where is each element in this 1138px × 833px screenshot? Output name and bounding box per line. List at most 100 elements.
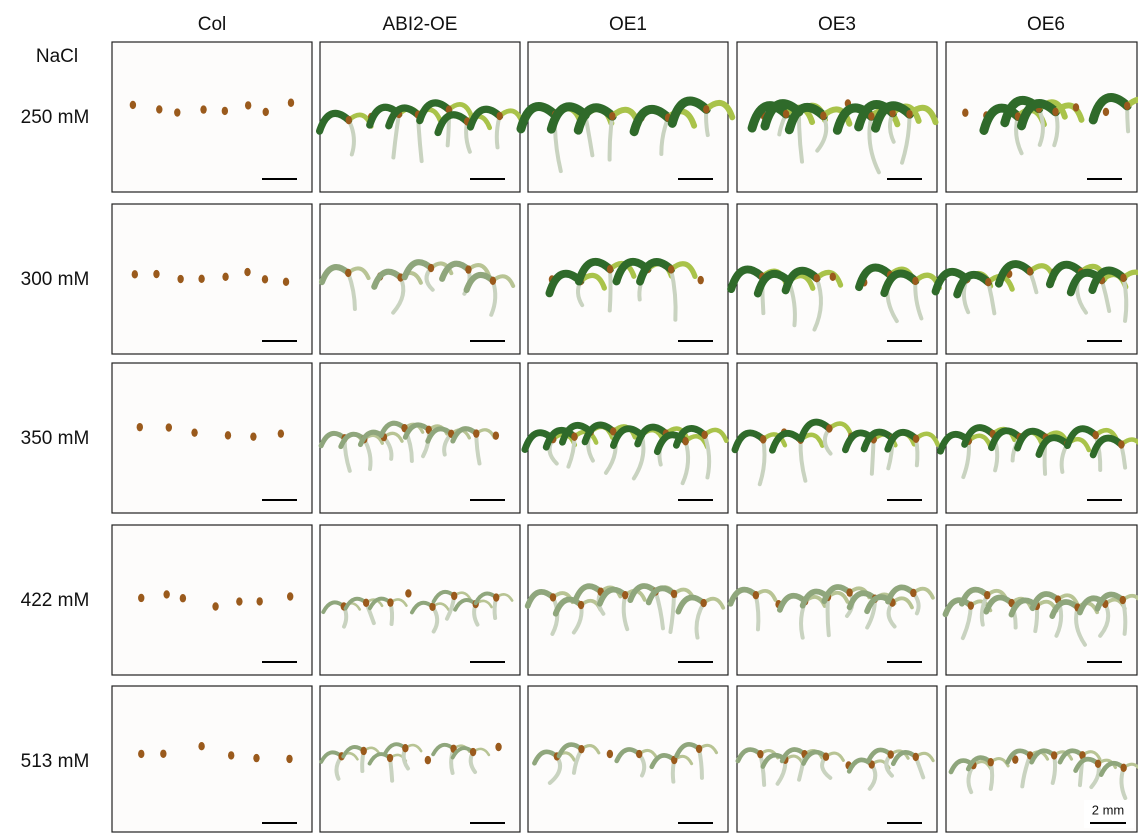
row-title: NaCl — [36, 46, 78, 67]
seed — [1118, 440, 1124, 448]
seed — [1120, 596, 1126, 604]
seed — [988, 758, 994, 766]
seed — [1124, 102, 1130, 110]
seed — [823, 753, 829, 761]
seed — [286, 755, 292, 763]
seed — [1103, 108, 1109, 116]
seed — [228, 751, 234, 759]
seed — [1120, 274, 1126, 282]
photo-panel — [112, 42, 312, 192]
seed — [222, 107, 228, 115]
photo-panel — [936, 204, 1138, 354]
seed — [609, 112, 615, 120]
seed — [826, 424, 832, 432]
seed — [814, 274, 820, 282]
photo-panel — [525, 363, 728, 513]
hypocotyl — [828, 597, 829, 635]
seed — [913, 435, 919, 443]
photo-panel — [737, 686, 937, 832]
seed — [783, 110, 789, 118]
column-header: OE3 — [818, 14, 856, 35]
seed — [156, 105, 162, 113]
seed — [360, 747, 366, 755]
seed — [212, 602, 218, 610]
seed — [262, 275, 268, 283]
photo-panel — [112, 204, 312, 354]
seed — [363, 599, 369, 607]
seed — [830, 273, 836, 281]
seed — [578, 601, 584, 609]
photo-panel — [112, 363, 312, 513]
photo-panel — [731, 525, 937, 675]
photo-panel — [320, 204, 520, 354]
seed — [968, 601, 974, 609]
photo-panel — [735, 363, 938, 513]
seed — [236, 597, 242, 605]
photo-panel — [940, 363, 1138, 513]
column-header: ABI2-OE — [383, 14, 458, 35]
seed — [222, 273, 228, 281]
seed — [682, 437, 688, 445]
seed — [166, 423, 172, 431]
row-label: 350 mM — [21, 428, 90, 449]
seed — [346, 116, 352, 124]
seed — [703, 105, 709, 113]
seed — [138, 594, 144, 602]
seed — [906, 110, 912, 118]
row-label: 250 mM — [21, 107, 90, 128]
seed — [425, 756, 431, 764]
seed — [163, 590, 169, 598]
panel-frame — [112, 42, 312, 192]
seed — [191, 428, 197, 436]
seed — [496, 112, 502, 120]
seed — [256, 597, 262, 605]
seed — [244, 268, 250, 276]
seed — [287, 592, 293, 600]
photo-panel — [528, 686, 728, 832]
hypocotyl — [610, 269, 611, 310]
column-header: OE6 — [1027, 14, 1065, 35]
row-label: 513 mM — [21, 751, 90, 772]
seed — [402, 744, 408, 752]
seed — [757, 750, 763, 758]
seed — [137, 423, 143, 431]
seed — [198, 275, 204, 283]
seed — [345, 269, 351, 277]
seed — [698, 276, 704, 284]
seed — [160, 750, 166, 758]
seed — [1051, 751, 1057, 759]
seed — [451, 592, 457, 600]
panel-frame — [112, 204, 312, 354]
photo-panel — [521, 42, 732, 192]
seed — [700, 599, 706, 607]
seed — [636, 750, 642, 758]
seed — [200, 105, 206, 113]
seed — [473, 429, 479, 437]
seed — [387, 754, 393, 762]
column-header: OE1 — [609, 14, 647, 35]
seed — [668, 265, 674, 273]
column-header: Col — [198, 14, 227, 35]
seed — [910, 589, 916, 597]
seed — [429, 603, 435, 611]
seed — [174, 108, 180, 116]
seed — [153, 270, 159, 278]
seed — [1095, 760, 1101, 768]
seed — [198, 742, 204, 750]
seed — [428, 264, 434, 272]
seed — [1027, 267, 1033, 275]
seed — [550, 593, 556, 601]
seed — [493, 593, 499, 601]
seed — [607, 750, 613, 758]
seed — [701, 431, 707, 439]
seed — [130, 101, 136, 109]
photo-panel — [528, 525, 728, 675]
seed — [913, 753, 919, 761]
seed — [912, 277, 918, 285]
scale-label: 2 mm — [1092, 802, 1125, 817]
seed — [132, 270, 138, 278]
panel-frame — [946, 204, 1137, 354]
photo-panel — [320, 363, 520, 513]
seed — [225, 431, 231, 439]
seed — [1073, 103, 1079, 111]
